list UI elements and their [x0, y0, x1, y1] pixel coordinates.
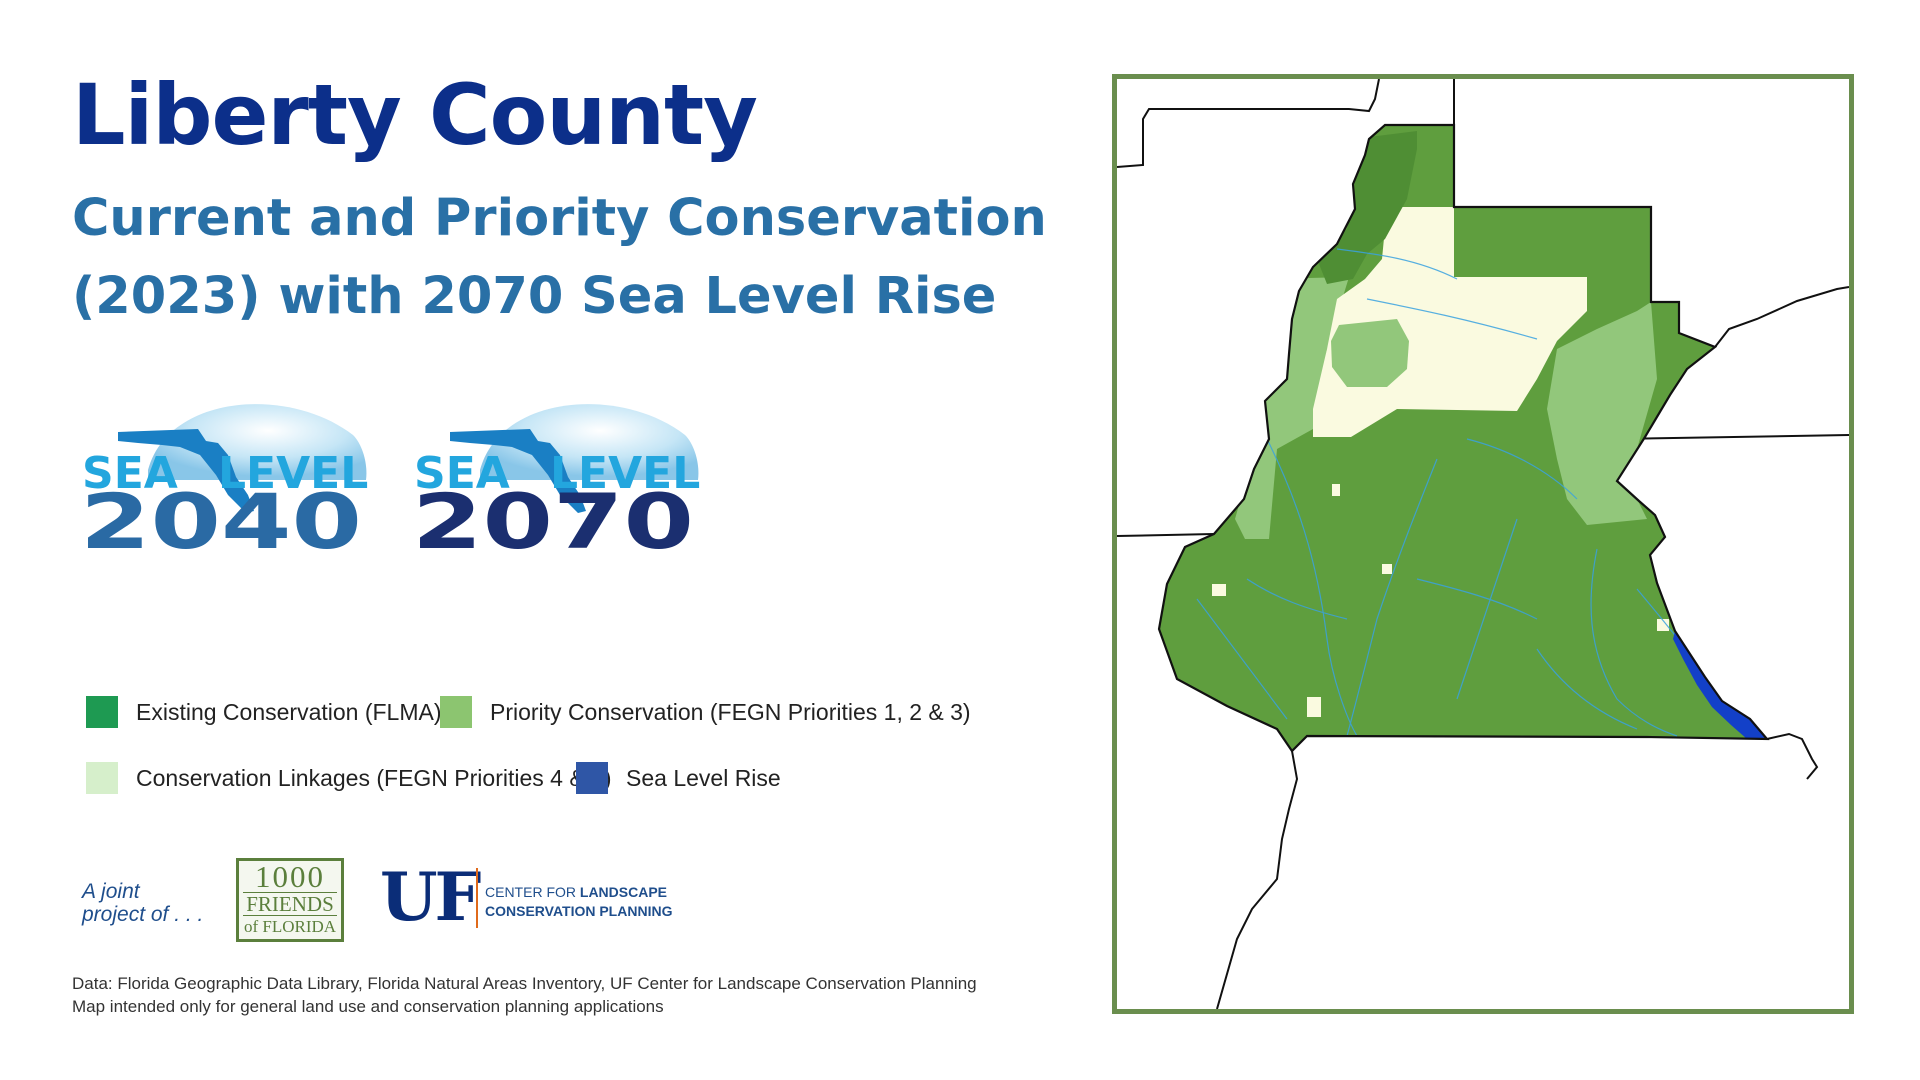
subtitle-line-1: Current and Priority Conservation [72, 189, 1047, 248]
existing-conservation-area [1159, 125, 1767, 751]
legend-swatch-linkages [86, 762, 118, 794]
logo-word-level: LEVEL [218, 448, 368, 499]
credits-line-1: Data: Florida Geographic Data Library, F… [72, 974, 977, 993]
logo-word-sea: SEA [82, 448, 178, 499]
logo-word-level: LEVEL [550, 448, 700, 499]
page-title: Liberty County [72, 66, 758, 164]
sea-level-2070-logo: SEA LEVEL 2070 [412, 404, 700, 560]
joint-project-text: A joint project of . . . [82, 880, 232, 926]
friends-logo-place: of FLORIDA [243, 917, 337, 936]
uf-text-center-for: CENTER FOR [485, 884, 580, 900]
florida-icon [118, 429, 254, 513]
credits-line-2: Map intended only for general land use a… [72, 997, 664, 1016]
legend-swatch-priority [440, 696, 472, 728]
legend-item-priority-conservation: Priority Conservation (FEGN Priorities 1… [440, 695, 971, 729]
legend-label: Conservation Linkages (FEGN Priorities 4… [136, 764, 612, 791]
logo-year: 2040 [80, 477, 362, 560]
friends-logo-number: 1000 [243, 861, 337, 893]
uf-logo-divider [476, 868, 478, 928]
legend-swatch-sea-level-rise [576, 762, 608, 794]
legend-swatch-existing [86, 696, 118, 728]
uf-text-conservation-planning: CONSERVATION PLANNING [485, 903, 673, 919]
logo-year: 2070 [412, 477, 694, 560]
legend-label: Sea Level Rise [626, 764, 781, 791]
joint-line-1: A joint [82, 880, 140, 903]
existing-conservation-north-block [1317, 131, 1417, 284]
legend-item-existing-conservation: Existing Conservation (FLMA) [86, 695, 442, 729]
wave-icon [148, 404, 367, 480]
liberty-county-boundary [1157, 123, 1770, 753]
county-land-cover [1159, 125, 1767, 751]
inholdings [1212, 484, 1669, 717]
priority-conservation-east-corridor [1547, 302, 1657, 525]
page-subtitle: Current and Priority Conservation (2023)… [72, 180, 1047, 336]
joint-line-2: project of . . . [82, 903, 204, 926]
county-map [1112, 74, 1854, 1014]
legend-item-sea-level-rise: Sea Level Rise [576, 761, 781, 795]
1000-friends-of-florida-logo: 1000 FRIENDS of FLORIDA [236, 858, 344, 942]
logo-word-sea: SEA [414, 448, 510, 499]
priority-conservation-west-corridor [1235, 277, 1349, 539]
priority-conservation-central-block [1331, 319, 1409, 387]
legend-label: Existing Conservation (FLMA) [136, 698, 442, 725]
wave-icon [480, 404, 699, 480]
legend-label: Priority Conservation (FEGN Priorities 1… [490, 698, 971, 725]
subtitle-line-2: (2023) with 2070 Sea Level Rise [72, 267, 997, 326]
florida-icon [450, 429, 586, 513]
uf-logo: UF [380, 858, 481, 936]
county-map-svg [1117, 79, 1849, 1009]
uf-center-name: CENTER FOR LANDSCAPE CONSERVATION PLANNI… [485, 883, 672, 921]
streams [1196, 248, 1708, 737]
sea-level-2040-logo: SEA LEVEL 2040 [80, 404, 368, 560]
uf-text-landscape: LANDSCAPE [579, 884, 668, 900]
data-credits: Data: Florida Geographic Data Library, F… [72, 972, 977, 1018]
neighbor-county-boundaries [1117, 79, 1849, 1009]
friends-logo-word: FRIENDS [243, 893, 337, 916]
legend-item-conservation-linkages: Conservation Linkages (FEGN Priorities 4… [86, 761, 612, 795]
